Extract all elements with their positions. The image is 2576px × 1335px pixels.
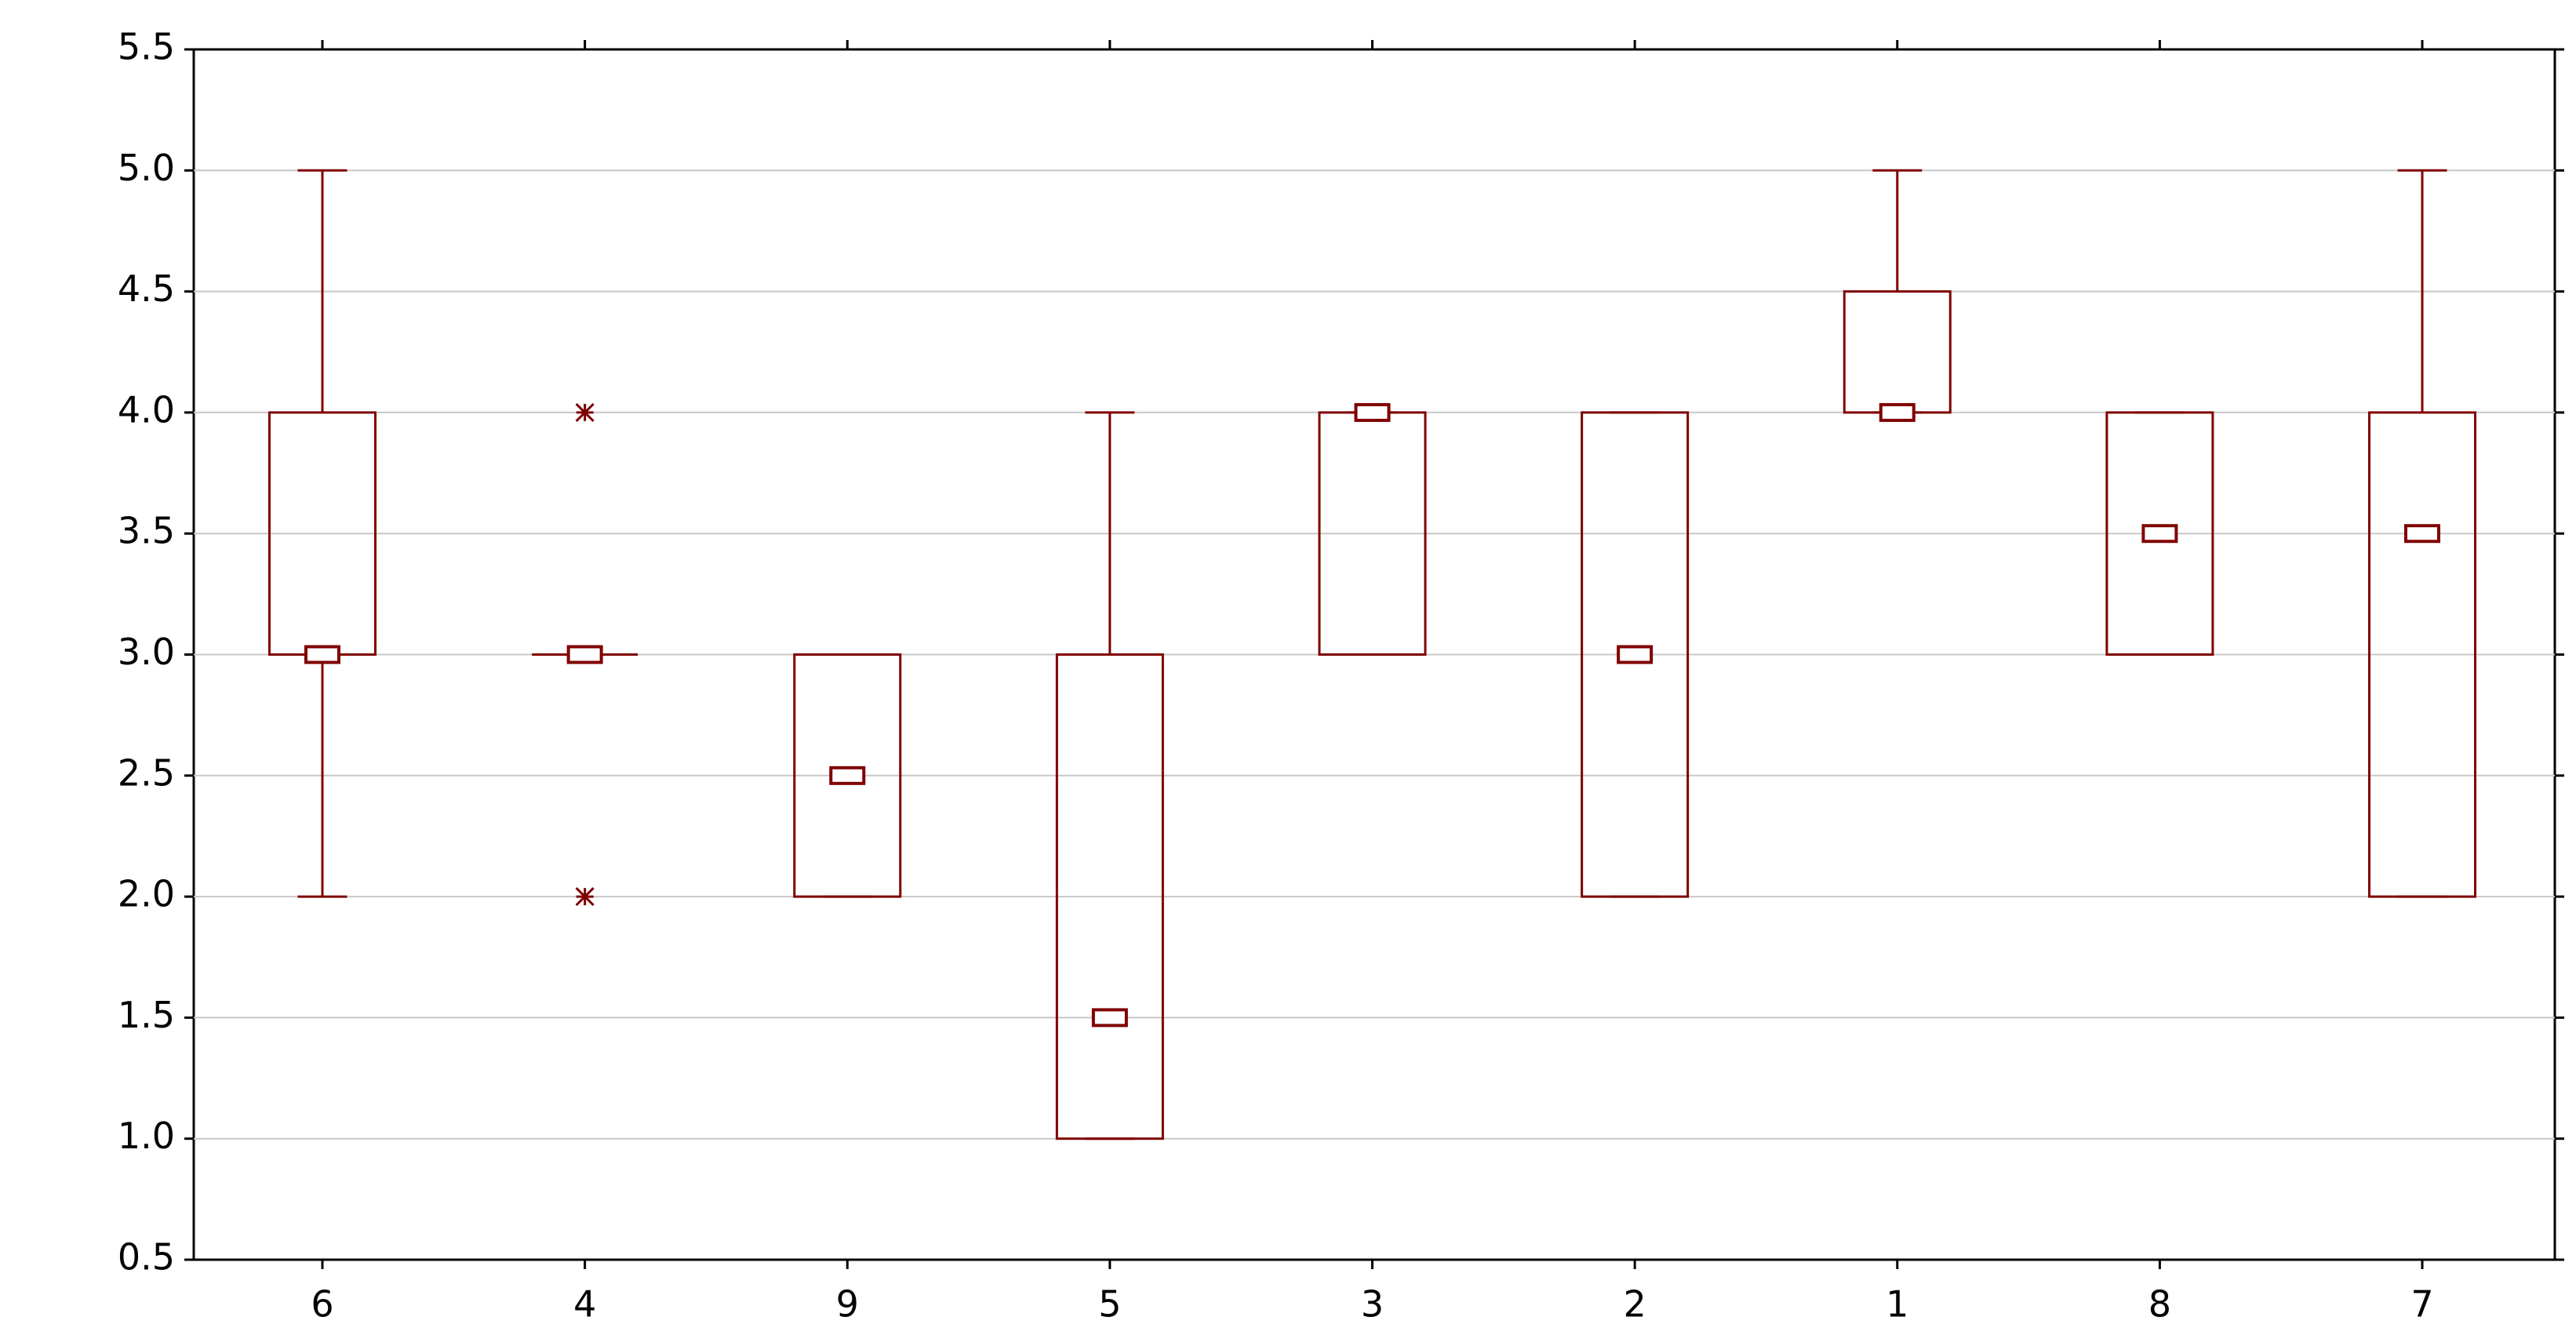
y-tick-label: 1.5 [118,994,175,1036]
median-marker [566,645,603,664]
x-tick-label: 7 [2410,1283,2433,1326]
outlier [575,887,595,907]
median-marker [1091,1008,1128,1028]
x-tick-label: 1 [1886,1283,1908,1326]
y-tick-label: 4.0 [118,388,175,431]
box [1581,411,1690,898]
x-tick-label: 2 [1623,1283,1646,1326]
y-tick-label: 5.5 [118,26,175,68]
y-tick-label: 0.5 [118,1236,175,1279]
median-marker [829,766,866,785]
y-tick-label: 4.5 [118,267,175,310]
median-marker [1354,402,1391,422]
y-tick-label: 3.0 [118,631,175,673]
x-tick-label: 9 [836,1283,859,1326]
median-marker [1617,645,1654,664]
box [1055,653,1164,1140]
y-tick-label: 5.0 [118,147,175,189]
x-tick-label: 4 [573,1283,596,1326]
box [2368,411,2476,898]
x-tick-label: 6 [311,1283,333,1326]
median-marker [2141,524,2178,544]
y-tick-label: 2.5 [118,751,175,794]
y-tick-label: 3.5 [118,510,175,552]
median-marker [1879,402,1916,422]
median-marker [2404,524,2440,544]
box [793,653,902,898]
x-tick-label: 3 [1361,1283,1384,1326]
x-tick-label: 5 [1098,1283,1121,1326]
x-tick-label: 8 [2148,1283,2171,1326]
box [1843,290,1952,414]
y-tick-label: 2.0 [118,873,175,915]
median-marker [304,645,340,664]
outlier [575,402,595,422]
y-tick-label: 1.0 [118,1115,175,1157]
box [2105,411,2214,657]
